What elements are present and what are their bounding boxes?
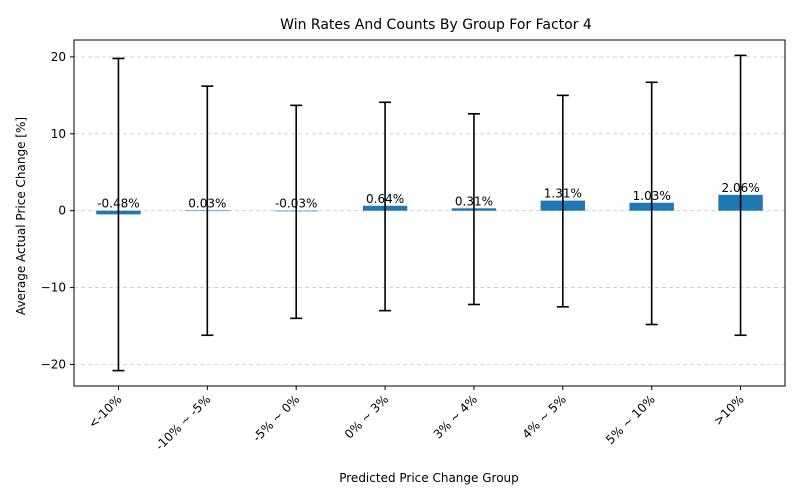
error-bar (645, 81, 658, 326)
bar-value-label: 0.64% (366, 192, 404, 206)
error-bar (379, 101, 392, 312)
y-tick-label: −10 (41, 281, 66, 295)
y-axis-label: Average Actual Price Change [%] (14, 117, 28, 315)
plot-frame (73, 39, 786, 387)
error-bar (734, 54, 747, 337)
y-tick-label: 0 (58, 204, 66, 218)
error-bars (112, 54, 747, 372)
bar-value-label: 0.03% (188, 196, 226, 210)
y-axis-ticks: −20 −10 0 10 20 (41, 50, 74, 371)
bar-value-label: 0.31% (455, 194, 493, 208)
bar-value-label: -0.03% (275, 197, 317, 211)
bar-value-label: -0.48% (97, 197, 139, 211)
error-bar (467, 113, 480, 306)
bar-value-label: 2.06% (722, 181, 760, 195)
error-bar (112, 57, 125, 372)
y-tick-label: 10 (51, 127, 66, 141)
bar-value-label: 1.31% (544, 187, 582, 201)
chart-title: Win Rates And Counts By Group For Factor… (280, 17, 592, 33)
x-axis-label: Predicted Price Change Group (339, 471, 519, 485)
bar-value-labels: -0.48% 0.03% -0.03% 0.64% 0.31% 1.31% 1.03% 2.0… (97, 181, 759, 211)
error-bar (290, 104, 303, 320)
bar-value-label: 1.03% (633, 189, 671, 203)
error-bar (556, 94, 569, 308)
error-bar (201, 85, 214, 337)
y-tick-label: 20 (51, 50, 66, 64)
y-tick-label: −20 (41, 357, 66, 371)
